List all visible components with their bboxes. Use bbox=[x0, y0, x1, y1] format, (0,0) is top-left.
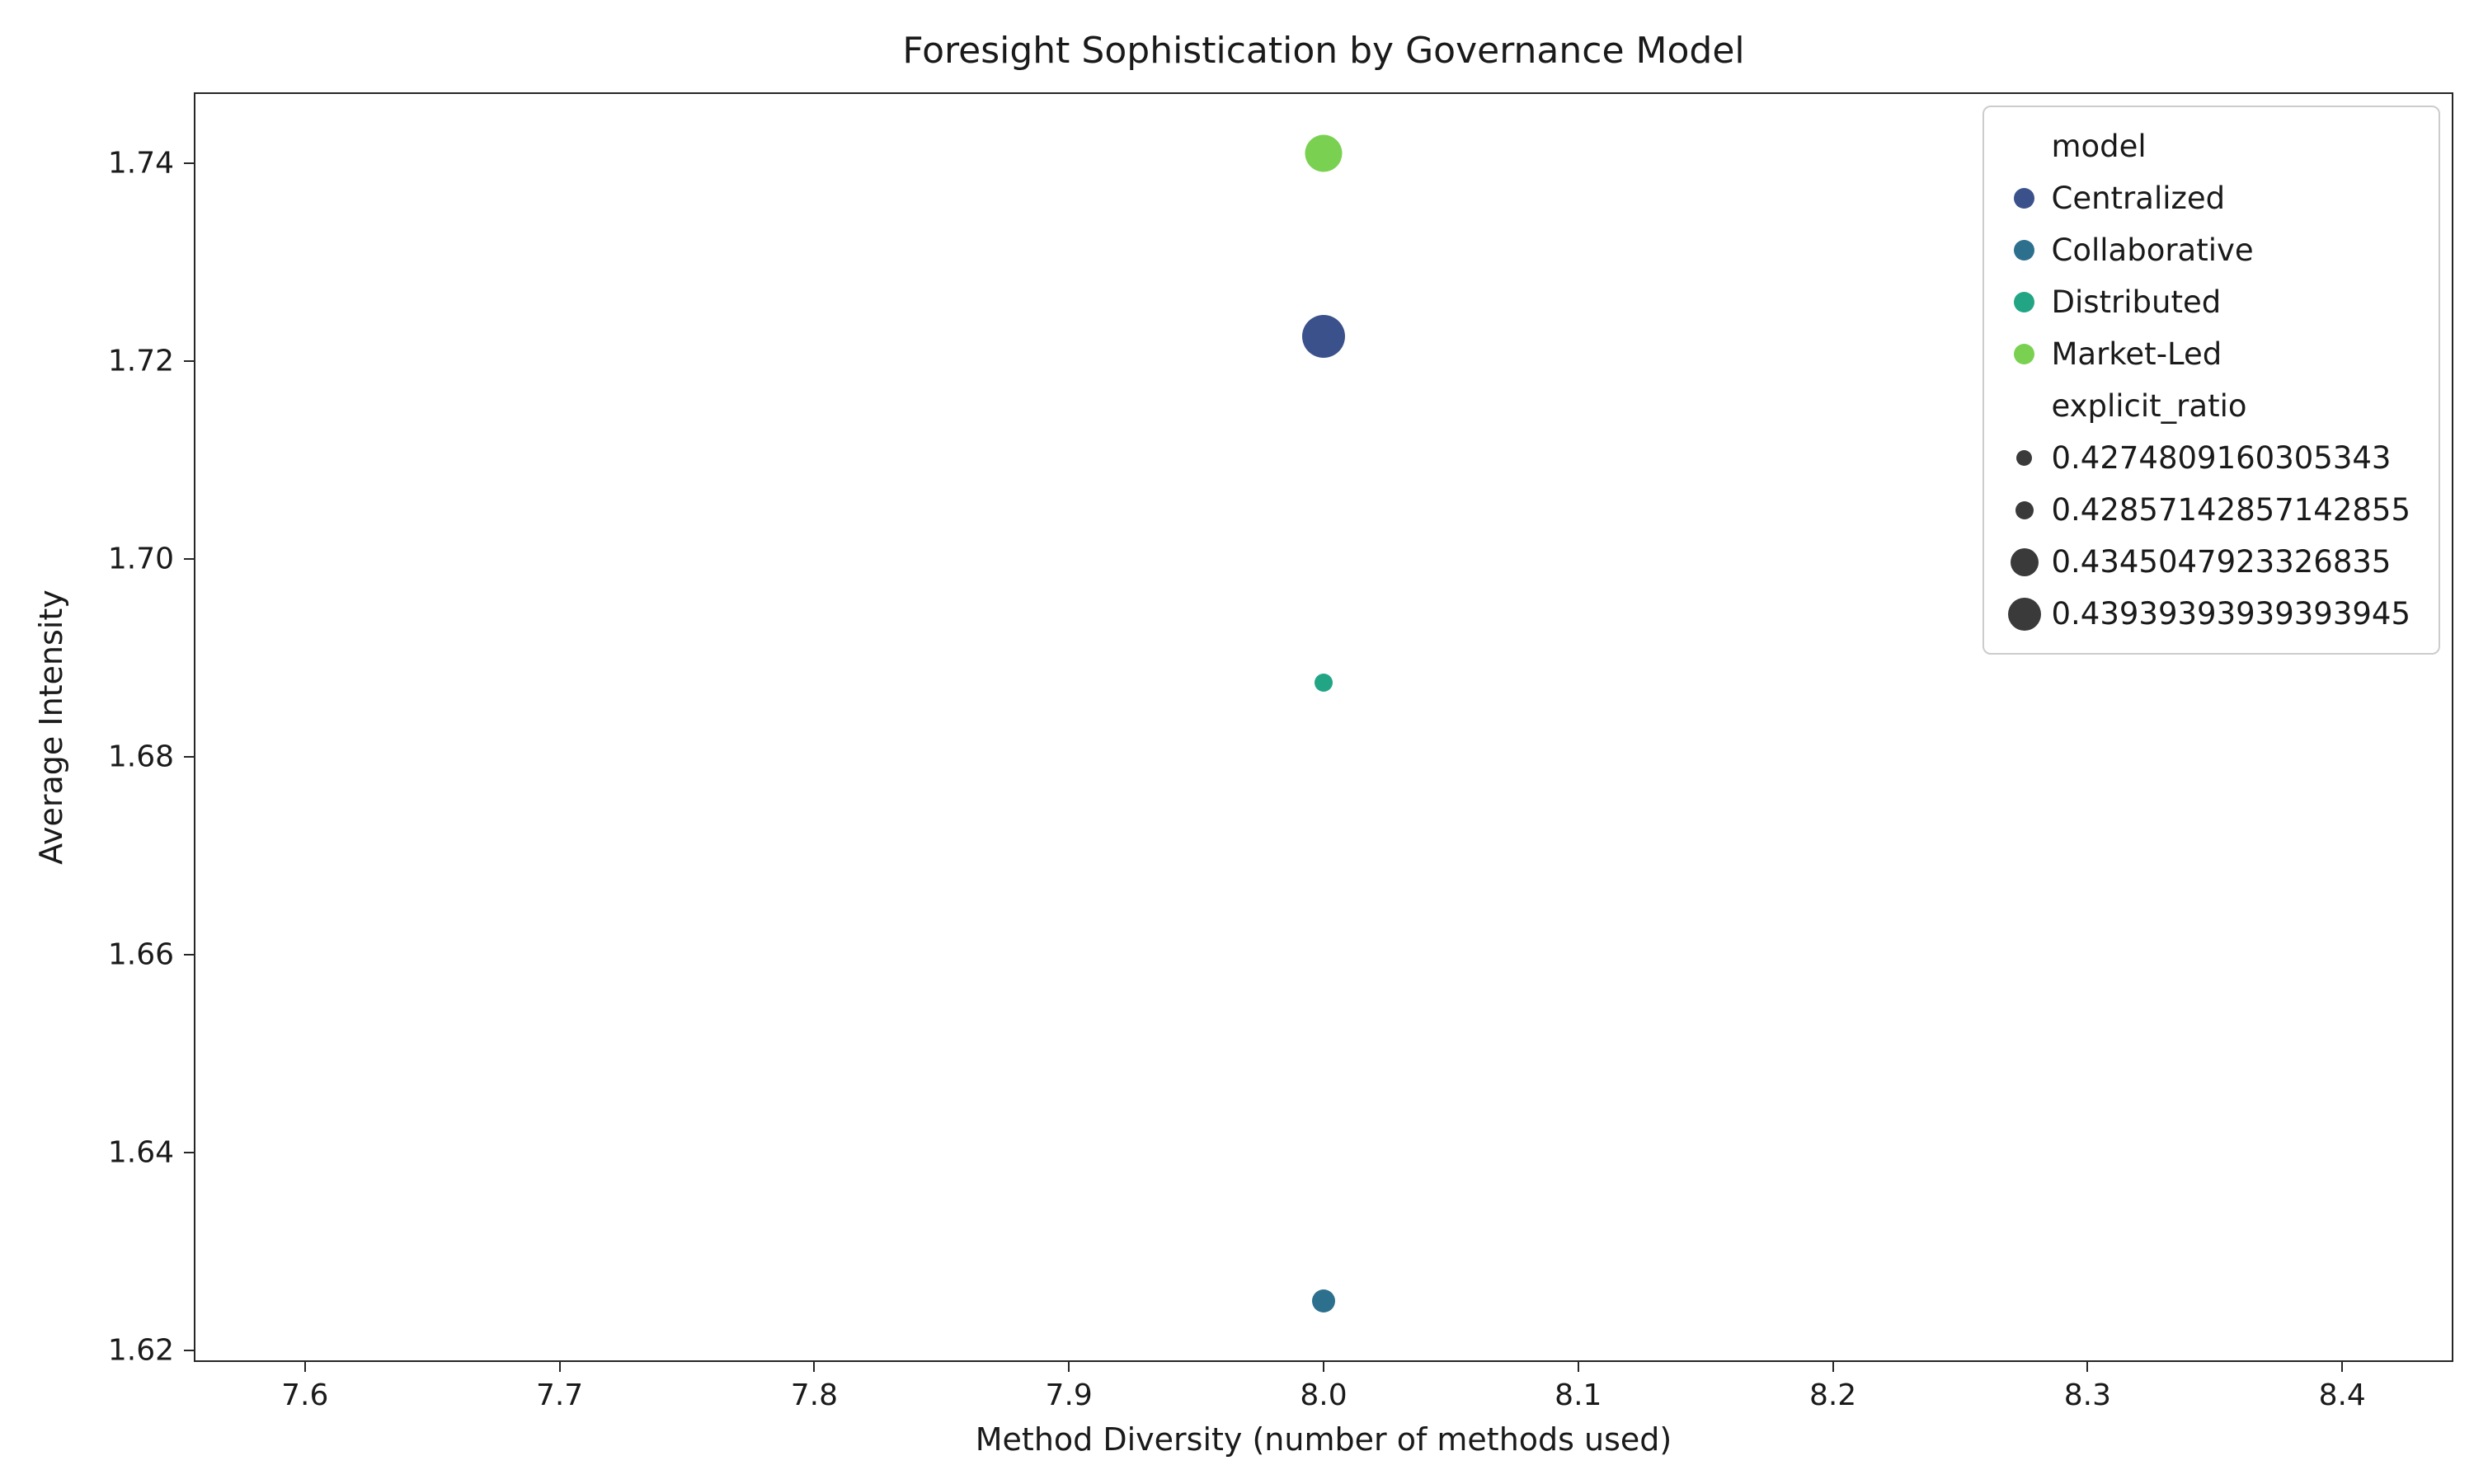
x-tick-mark bbox=[2086, 1360, 2089, 1372]
scatter-point-collaborative bbox=[1312, 1289, 1335, 1313]
legend: model Centralized Collaborative Distributed… bbox=[1982, 106, 2440, 655]
chart-title: Foresight Sophistication by Governance M… bbox=[902, 30, 1745, 72]
legend-entry-market-led: Market-Led bbox=[1997, 328, 2411, 380]
scatter-point-market-led bbox=[1305, 134, 1343, 172]
y-tick-label: 1.72 bbox=[107, 344, 174, 378]
size-marker-icon bbox=[2015, 500, 2034, 519]
legend-entry-label: model bbox=[2051, 129, 2147, 164]
y-tick-label: 1.66 bbox=[107, 937, 174, 972]
y-tick-mark bbox=[184, 756, 195, 758]
y-tick-mark bbox=[184, 162, 195, 164]
legend-entry-distributed: Distributed bbox=[1997, 276, 2411, 328]
legend-marker-cell bbox=[1997, 597, 2052, 631]
legend-marker-cell bbox=[1997, 500, 2052, 519]
y-tick-mark bbox=[184, 1152, 195, 1153]
legend-size-entry: 0.43939393939393945 bbox=[1997, 588, 2411, 640]
legend-marker-cell bbox=[1997, 292, 2052, 312]
x-tick-mark bbox=[558, 1360, 561, 1372]
legend-entry-label: Collaborative bbox=[2051, 232, 2254, 268]
legend-header-model: model bbox=[1997, 120, 2411, 172]
x-tick-label: 8.2 bbox=[1808, 1378, 1857, 1412]
legend-entry-label: 0.4274809160305343 bbox=[2051, 440, 2392, 476]
circle-marker-icon bbox=[2014, 292, 2034, 312]
plot-area: model Centralized Collaborative Distributed… bbox=[108, 92, 2453, 1412]
legend-entry-centralized: Centralized bbox=[1997, 172, 2411, 224]
x-tick-label: 7.6 bbox=[281, 1378, 329, 1412]
circle-marker-icon bbox=[2014, 344, 2034, 364]
circle-marker-icon bbox=[2014, 188, 2034, 209]
y-tick-mark bbox=[184, 360, 195, 362]
legend-marker-cell bbox=[1997, 188, 2052, 209]
size-marker-icon bbox=[2007, 597, 2041, 631]
legend-size-entry: 0.4274809160305343 bbox=[1997, 432, 2411, 484]
x-tick-label: 7.8 bbox=[790, 1378, 839, 1412]
x-tick-mark bbox=[1832, 1360, 1834, 1372]
scatter-point-centralized bbox=[1302, 315, 1345, 358]
legend-marker-cell bbox=[1997, 450, 2052, 466]
legend-entry-label: Distributed bbox=[2051, 284, 2222, 320]
scatter-point-distributed bbox=[1315, 674, 1333, 692]
legend-marker-cell bbox=[1997, 344, 2052, 364]
legend-marker-cell bbox=[1997, 240, 2052, 261]
y-tick-label: 1.64 bbox=[107, 1135, 174, 1170]
x-tick-label: 7.7 bbox=[535, 1378, 584, 1412]
x-tick-mark bbox=[2341, 1360, 2344, 1372]
legend-entry-collaborative: Collaborative bbox=[1997, 224, 2411, 276]
y-tick-label: 1.70 bbox=[107, 542, 174, 576]
x-tick-mark bbox=[1323, 1360, 1324, 1372]
y-tick-mark bbox=[184, 558, 195, 560]
y-tick-label: 1.74 bbox=[107, 146, 174, 181]
legend-entry-label: Centralized bbox=[2051, 181, 2226, 216]
x-tick-label: 8.0 bbox=[1300, 1378, 1348, 1412]
size-marker-icon bbox=[2010, 547, 2039, 576]
x-tick-mark bbox=[1577, 1360, 1579, 1372]
x-tick-label: 7.9 bbox=[1045, 1378, 1093, 1412]
legend-entry-label: Market-Led bbox=[2051, 336, 2222, 372]
circle-marker-icon bbox=[2014, 240, 2034, 261]
legend-entry-label: 0.42857142857142855 bbox=[2051, 492, 2411, 528]
legend-entry-label: explicit_ratio bbox=[2051, 388, 2247, 424]
legend-entry-label: 0.43939393939393945 bbox=[2051, 596, 2411, 632]
legend-header-explicit-ratio: explicit_ratio bbox=[1997, 380, 2411, 432]
x-tick-label: 8.4 bbox=[2318, 1378, 2366, 1412]
size-marker-icon bbox=[2016, 450, 2032, 466]
x-tick-label: 8.1 bbox=[1554, 1378, 1602, 1412]
y-axis-label: Average Intensity bbox=[33, 589, 69, 865]
legend-entry-label: 0.4345047923326835 bbox=[2051, 544, 2392, 580]
legend-size-entry: 0.42857142857142855 bbox=[1997, 484, 2411, 536]
y-tick-mark bbox=[184, 1350, 195, 1351]
x-tick-mark bbox=[813, 1360, 816, 1372]
y-tick-label: 1.68 bbox=[107, 740, 174, 774]
legend-size-entry: 0.4345047923326835 bbox=[1997, 536, 2411, 588]
x-tick-mark bbox=[303, 1360, 306, 1372]
legend-marker-cell bbox=[1997, 547, 2052, 576]
y-tick-mark bbox=[184, 954, 195, 956]
y-tick-label: 1.62 bbox=[107, 1333, 174, 1368]
x-tick-mark bbox=[1068, 1360, 1070, 1372]
x-axis-label: Method Diversity (number of methods used… bbox=[975, 1421, 1672, 1458]
x-tick-label: 8.3 bbox=[2063, 1378, 2112, 1412]
